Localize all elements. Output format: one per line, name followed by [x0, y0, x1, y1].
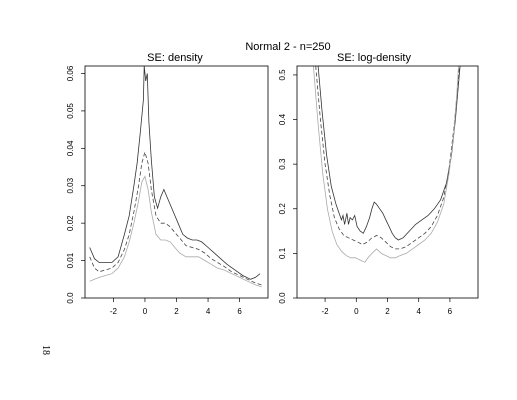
series-line-3-solid — [313, 66, 459, 263]
main-title: Normal 2 - n=250 — [245, 41, 330, 53]
y-tick-label: 0.1 — [278, 247, 287, 259]
x-tick-label: 2 — [385, 307, 390, 316]
y-tick-label: 0.04 — [66, 140, 75, 156]
x-tick-label: 4 — [416, 307, 421, 316]
y-tick-label: 0.05 — [66, 103, 75, 119]
y-tick-label: 0.0 — [66, 292, 75, 304]
x-tick-label: -2 — [110, 307, 118, 316]
x-tick-label: -2 — [322, 307, 330, 316]
panel-title-density: SE: density — [147, 52, 203, 64]
x-tick-label: 6 — [237, 307, 242, 316]
y-tick-label: 0.3 — [278, 158, 287, 170]
series-line-2-dashed — [89, 150, 262, 286]
panel-density: -2 0 2 4 6 0.0 0.01 0.02 0.03 0.04 0.05 0.06 — [66, 65, 269, 316]
plot-frame — [84, 65, 269, 299]
series-line-3-solid — [89, 175, 262, 288]
series-line-2-dashed — [315, 66, 460, 250]
x-tick-label: 4 — [206, 307, 211, 316]
series-line-1-solid — [89, 66, 261, 280]
x-tick-label: 0 — [354, 307, 359, 316]
y-tick-label: 0.06 — [66, 65, 75, 81]
y-tick-label: 0.02 — [66, 215, 75, 231]
y-tick-label: 0.4 — [278, 113, 287, 125]
panel-title-log-density: SE: log-density — [337, 52, 411, 64]
y-tick-label: 0.5 — [278, 69, 287, 81]
y-tick-label: 0.01 — [66, 252, 75, 268]
page-number: 18 — [40, 345, 51, 355]
x-tick-label: 6 — [448, 307, 453, 316]
series-line-1-solid — [317, 66, 461, 241]
panel-log-density: -2 0 2 4 6 0.0 0.1 0.2 0.3 0.4 0.5 — [278, 65, 479, 316]
x-tick-label: 0 — [143, 307, 148, 316]
y-tick-label: 0.0 — [278, 292, 287, 304]
y-tick-label: 0.2 — [278, 203, 287, 215]
x-tick-label: 2 — [174, 307, 179, 316]
y-tick-label: 0.03 — [66, 177, 75, 193]
